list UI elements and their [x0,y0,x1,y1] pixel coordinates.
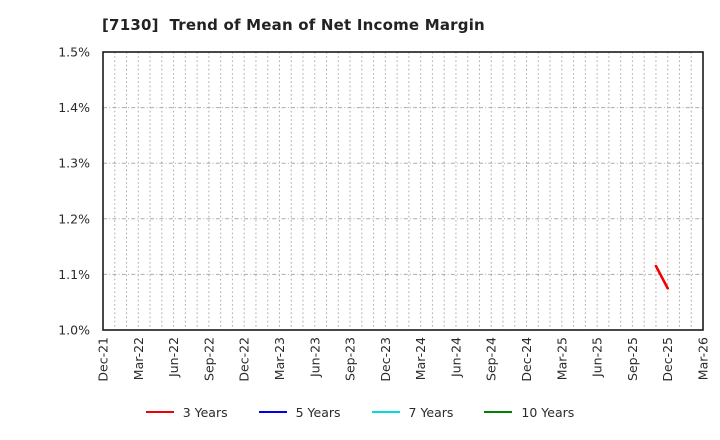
y-tick-label: 1.2% [58,211,90,226]
y-tick-label: 1.3% [58,156,90,171]
x-tick-label: Sep-25 [625,337,640,381]
legend-item-10-years: 10 Years [484,405,574,420]
legend-item-7-years: 7 Years [371,404,454,420]
y-tick-label: 1.1% [58,267,90,282]
legend-line-10-years-icon [484,410,513,414]
legend-line-7-years-icon [371,410,400,414]
y-tick-label: 1.4% [58,100,90,115]
plot-border [102,51,704,331]
legend-label-5-years: 5 Years [295,404,341,420]
x-tick-label: Mar-24 [413,337,428,380]
x-tick-label: Jun-24 [448,337,463,378]
legend-item-5-years: 5 Years [258,404,341,420]
legend-item-3-years: 3 Years [145,404,228,420]
x-tick-label: Sep-23 [343,337,358,381]
x-tick-label: Mar-25 [554,337,569,380]
x-tick-label: Jun-23 [307,337,322,378]
x-tick-label: Mar-23 [272,337,287,380]
legend: 3 Years 5 Years 7 Years 10 Years [0,400,720,424]
x-tick-label: Dec-23 [378,337,393,382]
legend-line-5-years-icon [258,410,287,414]
x-tick-label: Sep-22 [201,337,216,381]
legend-line-3-years-icon [145,410,174,414]
y-tick-label: 1.0% [58,323,90,338]
y-tick-label: 1.5% [58,45,90,60]
legend-label-10-years: 10 Years [521,404,575,420]
series-line-3-years [654,264,670,290]
legend-label-7-years: 7 Years [408,404,454,420]
x-tick-label: Dec-21 [96,337,111,382]
x-tick-label: Dec-24 [519,337,534,382]
x-tick-label: Dec-22 [237,337,252,382]
chart-title: [7130] Trend of Mean of Net Income Margi… [102,16,485,34]
x-tick-label: Sep-24 [484,337,499,381]
x-tick-label: Jun-25 [590,337,605,378]
legend-label-3-years: 3 Years [182,404,228,420]
x-tick-label: Mar-22 [131,337,146,380]
x-tick-label: Dec-25 [660,337,675,382]
x-tick-label: Jun-22 [166,337,181,378]
x-tick-label: Mar-26 [696,337,711,380]
